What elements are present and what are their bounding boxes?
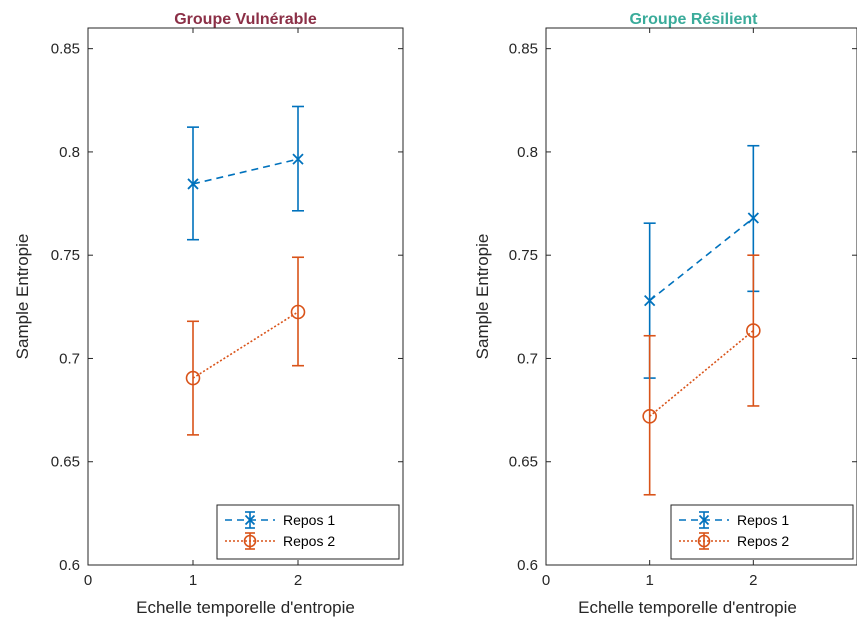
chart-vulnerable: 0.6 0.65 0.7 0.75 0.8 0.85 0 1 2 Groupe Vulnérabl… bbox=[13, 11, 404, 617]
data-point-circle-marker bbox=[185, 370, 201, 386]
data-point-circle-marker bbox=[642, 408, 657, 424]
series-line-2 bbox=[192, 311, 299, 379]
legend-label: Repos 2 bbox=[283, 533, 335, 549]
chart-resilient: 0.6 0.65 0.7 0.75 0.8 0.85 0 1 2 Groupe Résilient… bbox=[473, 11, 857, 617]
y-tick-label: 0.6 bbox=[517, 557, 538, 574]
chart-title: Groupe Résilient bbox=[629, 11, 758, 28]
legend-x-marker bbox=[244, 514, 256, 526]
data-point-x-marker bbox=[747, 212, 759, 224]
legend-circle-marker bbox=[243, 534, 257, 548]
legend-circle-marker bbox=[697, 534, 711, 548]
y-tick-label: 0.6 bbox=[59, 557, 80, 574]
data-point-x-marker bbox=[187, 178, 199, 190]
y-axis-label: Sample Entropie bbox=[473, 234, 492, 360]
x-tick-label: 1 bbox=[189, 572, 197, 589]
series-line-1 bbox=[192, 158, 299, 185]
plot-area bbox=[87, 27, 404, 566]
x-axis-label: Echelle temporelle d'entropie bbox=[136, 598, 355, 617]
x-tick-label: 0 bbox=[84, 572, 92, 589]
y-tick-label: 0.8 bbox=[59, 144, 80, 161]
legend-label: Repos 2 bbox=[737, 533, 789, 549]
chart-title: Groupe Vulnérable bbox=[174, 11, 317, 28]
series-line-2 bbox=[649, 329, 754, 417]
data-point-circle-marker bbox=[746, 323, 761, 338]
legend-label: Repos 1 bbox=[283, 512, 335, 528]
data-point-x-marker bbox=[292, 153, 304, 165]
series-line-1 bbox=[649, 217, 754, 302]
data-point-x-marker bbox=[644, 294, 656, 307]
y-tick-label: 0.65 bbox=[509, 454, 538, 471]
x-tick-label: 2 bbox=[294, 572, 302, 589]
x-tick-label: 2 bbox=[749, 572, 757, 589]
y-tick-label: 0.75 bbox=[509, 247, 538, 264]
data-point-circle-marker bbox=[290, 304, 306, 320]
x-axis-label: Echelle temporelle d'entropie bbox=[578, 598, 797, 617]
legend-x-marker bbox=[698, 514, 710, 526]
plot-area bbox=[545, 27, 857, 566]
y-tick-label: 0.7 bbox=[517, 350, 538, 367]
y-tick-label: 0.8 bbox=[517, 144, 538, 161]
y-axis-label: Sample Entropie bbox=[13, 234, 32, 360]
x-tick-label: 1 bbox=[645, 572, 653, 589]
y-tick-label: 0.75 bbox=[51, 247, 80, 264]
x-tick-label: 0 bbox=[542, 572, 550, 589]
y-tick-label: 0.85 bbox=[51, 41, 80, 58]
legend-box bbox=[670, 504, 854, 560]
y-tick-label: 0.65 bbox=[51, 454, 80, 471]
y-tick-label: 0.85 bbox=[509, 41, 538, 58]
legend-box bbox=[216, 504, 400, 560]
legend-label: Repos 1 bbox=[737, 512, 789, 528]
y-tick-label: 0.7 bbox=[59, 350, 80, 367]
